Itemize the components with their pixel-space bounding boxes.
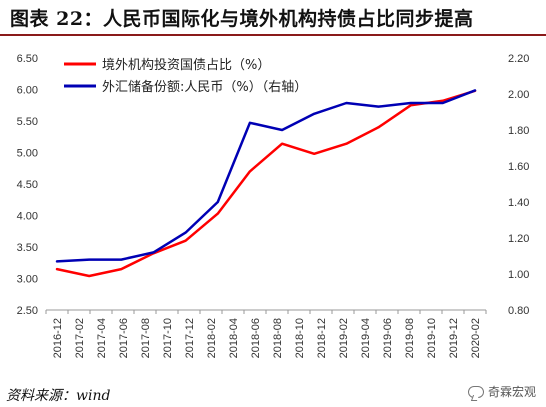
x-tick-label: 2019-08 bbox=[404, 318, 416, 358]
right-tick-label: 1.80 bbox=[508, 125, 529, 137]
legend-label: 境外机构投资国债占比（%） bbox=[102, 57, 270, 73]
x-tick-label: 2019-02 bbox=[338, 318, 350, 358]
x-tick-label: 2017-10 bbox=[162, 318, 174, 358]
left-tick-label: 3.00 bbox=[17, 274, 38, 286]
right-tick-label: 1.00 bbox=[508, 269, 529, 281]
legend-label: 外汇储备份额:人民币（%）（右轴） bbox=[102, 79, 307, 95]
x-tick-label: 2018-10 bbox=[294, 318, 306, 358]
x-tick-label: 2018-08 bbox=[272, 318, 284, 358]
right-y-axis: 0.80 1.00 1.20 1.40 1.60 1.80 2.00 2.20 bbox=[508, 53, 529, 317]
watermark-label: 奇霖宏观 bbox=[487, 385, 536, 399]
x-axis: 2016-12 2017-02 2017-04 2017-06 2017-08 2017-… bbox=[45, 309, 487, 358]
x-tick-label: 2019-04 bbox=[360, 318, 372, 358]
right-tick-label: 0.80 bbox=[508, 305, 529, 317]
left-tick-label: 3.50 bbox=[17, 242, 38, 254]
x-tick-label: 2018-06 bbox=[250, 318, 262, 358]
x-tick-label: 2016-12 bbox=[52, 318, 64, 358]
left-tick-label: 6.00 bbox=[17, 85, 38, 97]
series-line-rmb-reserve bbox=[55, 89, 477, 263]
right-tick-label: 2.20 bbox=[508, 53, 529, 65]
x-tick-label: 2020-02 bbox=[470, 318, 482, 358]
left-y-axis: 2.50 3.00 3.50 4.00 4.50 5.00 5.50 6.00 6.50 bbox=[17, 53, 38, 317]
left-tick-label: 4.00 bbox=[17, 211, 38, 223]
source-note: 资料来源：wind bbox=[6, 388, 111, 404]
series-layer bbox=[55, 89, 477, 278]
title-divider bbox=[0, 34, 546, 36]
watermark: 奇霖宏观 bbox=[467, 383, 536, 400]
x-tick-label: 2017-02 bbox=[74, 318, 86, 358]
x-tick-label: 2017-04 bbox=[96, 318, 108, 358]
x-tick-label: 2018-02 bbox=[206, 318, 218, 358]
x-tick-label: 2017-06 bbox=[118, 318, 130, 358]
legend: 境外机构投资国债占比（%） 外汇储备份额:人民币（%）（右轴） bbox=[64, 57, 307, 95]
x-tick-label: 2019-06 bbox=[382, 318, 394, 358]
right-tick-label: 2.00 bbox=[508, 89, 529, 101]
x-tick-label: 2019-10 bbox=[426, 318, 438, 358]
right-tick-label: 1.60 bbox=[508, 161, 529, 173]
left-tick-label: 6.50 bbox=[17, 53, 38, 65]
chart-title: 图表 22：人民币国际化与境外机构持债占比同步提高 bbox=[10, 8, 474, 30]
left-tick-label: 4.50 bbox=[17, 179, 38, 191]
x-tick-label: 2018-12 bbox=[316, 318, 328, 358]
x-tick-label: 2017-12 bbox=[184, 318, 196, 358]
line-chart: 2.50 3.00 3.50 4.00 4.50 5.00 5.50 6.00 6.50 0.8… bbox=[17, 53, 530, 358]
x-tick-label: 2018-04 bbox=[228, 318, 240, 358]
series-line-bond-share bbox=[55, 89, 477, 278]
left-tick-label: 2.50 bbox=[17, 305, 38, 317]
right-tick-label: 1.40 bbox=[508, 197, 529, 209]
x-tick-label: 2017-08 bbox=[140, 318, 152, 358]
right-tick-label: 1.20 bbox=[508, 233, 529, 245]
wechat-icon bbox=[467, 385, 484, 398]
left-tick-label: 5.00 bbox=[17, 148, 38, 160]
x-tick-label: 2019-12 bbox=[448, 318, 460, 358]
left-tick-label: 5.50 bbox=[17, 116, 38, 128]
